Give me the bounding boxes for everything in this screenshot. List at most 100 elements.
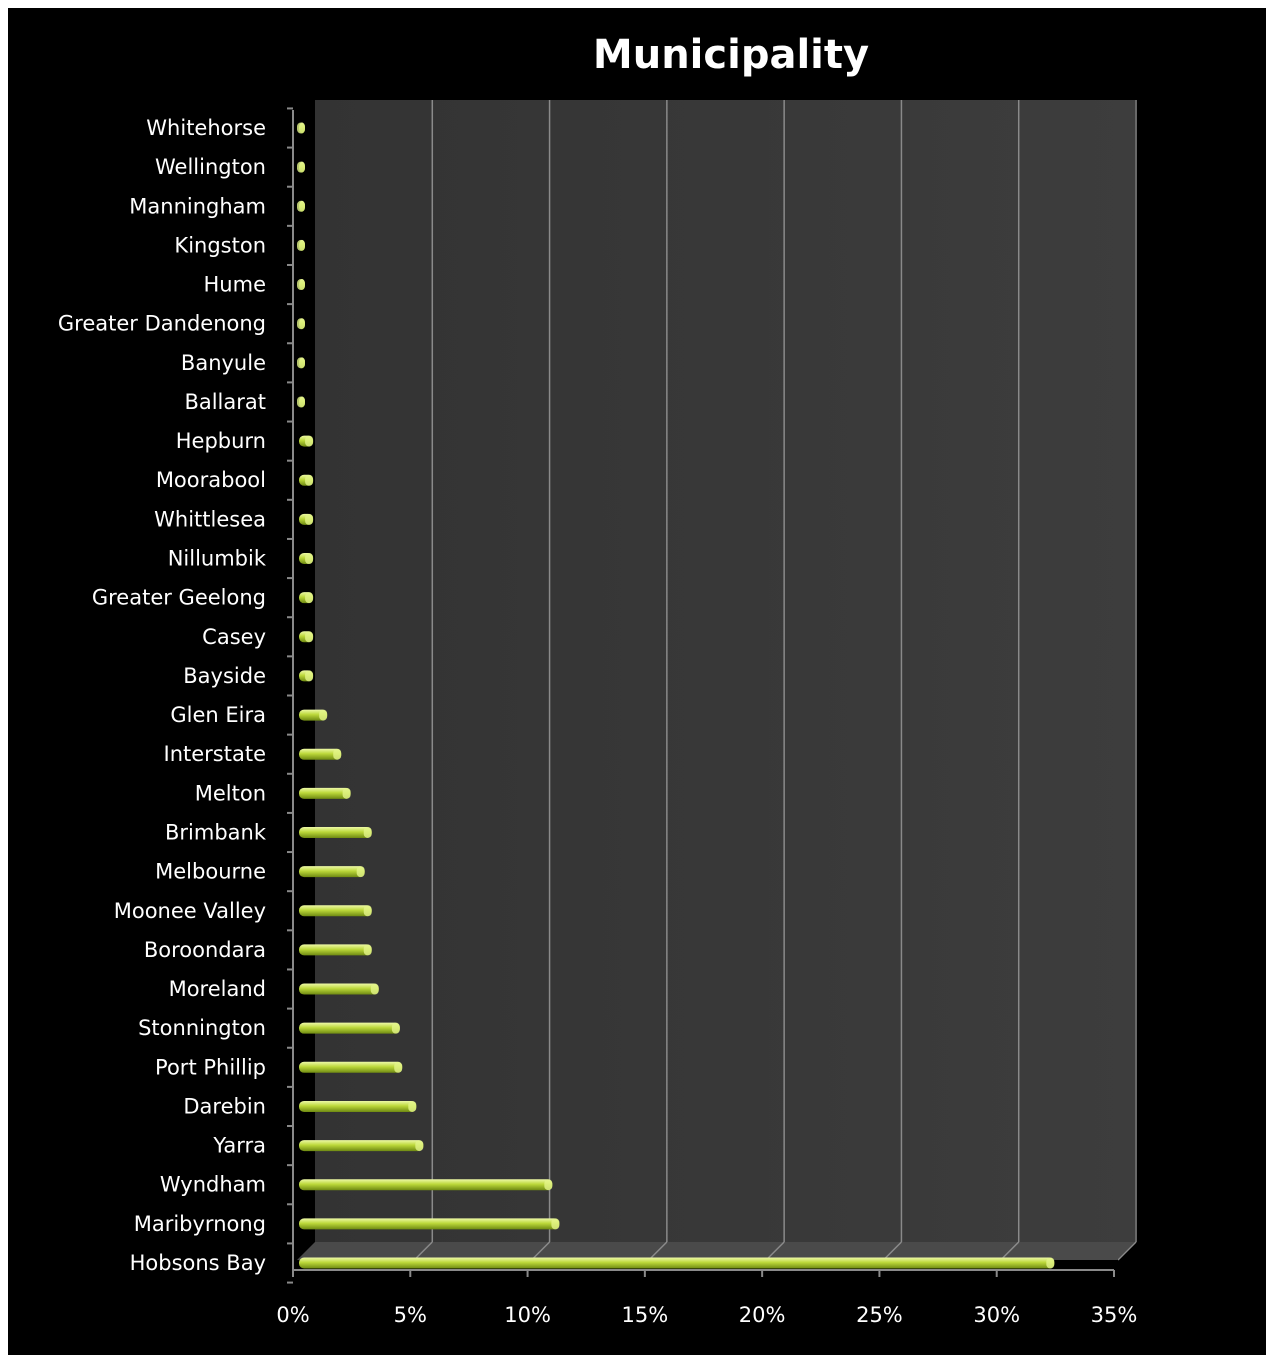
- gridline-floor: [882, 1241, 902, 1261]
- bar-cap: [363, 905, 372, 917]
- category-label: Wyndham: [160, 1173, 266, 1197]
- bar-cap: [305, 670, 314, 682]
- plot-back-wall: [315, 100, 1135, 1242]
- chart-title: Municipality: [592, 32, 870, 78]
- bar-cap: [297, 279, 305, 291]
- x-tick-label: 20%: [739, 1303, 786, 1327]
- bar: [299, 1218, 560, 1230]
- plot-floor: [297, 1242, 1135, 1260]
- category-label: Nillumbik: [168, 547, 267, 571]
- x-tick-label: 10%: [504, 1303, 551, 1327]
- category-label: Melbourne: [155, 860, 266, 884]
- bar: [299, 1100, 417, 1112]
- axes: [287, 107, 1115, 1284]
- category-label: Maribyrnong: [134, 1212, 266, 1236]
- category-label: Darebin: [183, 1094, 266, 1118]
- bar-cap: [297, 396, 305, 408]
- bar-cap: [394, 1061, 403, 1073]
- bar: [299, 826, 372, 838]
- bar-cap: [297, 122, 305, 134]
- bar: [297, 318, 305, 330]
- category-label: Hume: [204, 273, 266, 297]
- bar: [297, 200, 305, 212]
- category-label: Moreland: [169, 977, 266, 1001]
- plot-area: [297, 100, 1135, 1260]
- bar: [299, 474, 314, 486]
- bar-cap: [305, 553, 314, 565]
- bar: [297, 357, 305, 369]
- bar-cap: [305, 474, 314, 486]
- bar: [299, 866, 365, 878]
- category-label: Melton: [195, 781, 266, 805]
- gridline-floor: [413, 1241, 433, 1261]
- gridline-floor: [1000, 1241, 1020, 1261]
- bar-cap: [551, 1218, 560, 1230]
- bars: [297, 122, 1055, 1269]
- bar-body: [299, 1257, 1055, 1269]
- bar-body: [299, 905, 372, 917]
- bar: [299, 787, 351, 799]
- category-label: Stonnington: [138, 1016, 266, 1040]
- x-tick-label: 0%: [276, 1303, 309, 1327]
- bar: [297, 122, 305, 134]
- category-label: Greater Dandenong: [58, 312, 266, 336]
- category-label: Brimbank: [165, 820, 267, 844]
- bar-cap: [415, 1140, 424, 1152]
- bar-body: [299, 1061, 403, 1073]
- bar-cap: [391, 1022, 400, 1034]
- bar: [297, 161, 305, 173]
- bar: [299, 435, 314, 447]
- bar-cap: [297, 239, 305, 251]
- category-label: Wellington: [155, 155, 266, 179]
- x-tick-label: 35%: [1091, 1303, 1138, 1327]
- bar-cap: [319, 709, 328, 721]
- bar-cap: [305, 513, 314, 525]
- tick-labels: 0% 5% 10% 15% 20% 25% 30% 35%: [276, 1303, 1137, 1327]
- bar: [299, 592, 314, 604]
- bar-cap: [342, 787, 351, 799]
- bar-cap: [370, 983, 379, 995]
- gridline-floor: [1117, 1241, 1137, 1261]
- bar: [299, 553, 314, 565]
- bar-body: [299, 787, 351, 799]
- category-label: Glen Eira: [170, 703, 266, 727]
- bar-cap: [297, 357, 305, 369]
- bar-cap: [544, 1179, 553, 1191]
- category-label: Moonee Valley: [114, 899, 266, 923]
- bar: [297, 396, 305, 408]
- category-label: Yarra: [212, 1134, 266, 1158]
- bar-cap: [356, 866, 365, 878]
- bar-body: [299, 1179, 553, 1191]
- bar-body: [299, 944, 372, 956]
- bar-cap: [363, 944, 372, 956]
- gridline-floor: [648, 1241, 668, 1261]
- bar-body: [299, 1100, 417, 1112]
- bar: [299, 631, 314, 643]
- bar-cap: [297, 318, 305, 330]
- bar-body: [299, 983, 379, 995]
- bar: [299, 1061, 403, 1073]
- bar-body: [299, 826, 372, 838]
- category-label: Whitehorse: [146, 116, 266, 140]
- x-tick-label: 25%: [856, 1303, 903, 1327]
- bar-cap: [363, 826, 372, 838]
- bar: [299, 944, 372, 956]
- bar-body: [299, 748, 342, 760]
- bar: [299, 1022, 400, 1034]
- category-label: Kingston: [174, 233, 266, 257]
- bar-cap: [297, 200, 305, 212]
- bar-body: [299, 1140, 424, 1152]
- bar: [299, 709, 328, 721]
- category-label: Interstate: [164, 742, 267, 766]
- bar-cap: [305, 631, 314, 643]
- bar-body: [299, 1218, 560, 1230]
- gridline-floor: [765, 1241, 785, 1261]
- bar-cap: [297, 161, 305, 173]
- category-label: Hobsons Bay: [130, 1251, 266, 1275]
- category-label: Ballarat: [184, 390, 266, 414]
- gridline-floor: [531, 1241, 551, 1261]
- bar-body: [299, 866, 365, 878]
- category-label: Port Phillip: [155, 1055, 266, 1079]
- category-label: Greater Geelong: [92, 586, 266, 610]
